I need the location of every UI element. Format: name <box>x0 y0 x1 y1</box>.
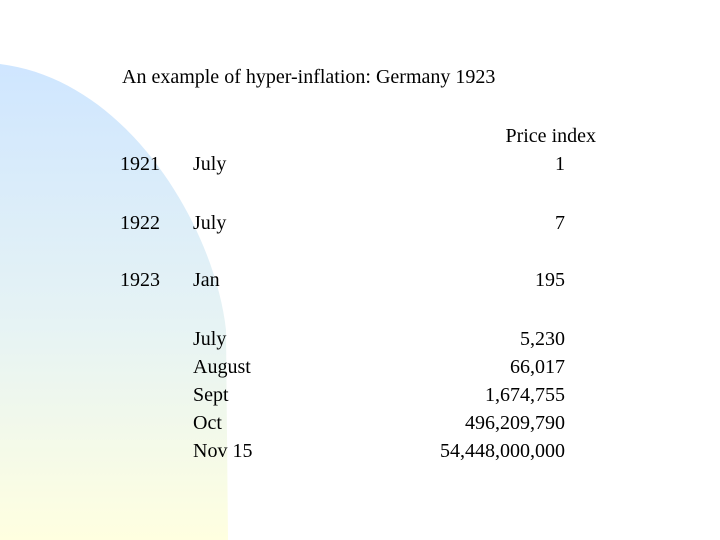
year-1923: 1923 <box>120 269 160 291</box>
price-index-header-label: Price index <box>505 125 596 147</box>
value-1923-august: 66,017 <box>510 356 565 378</box>
month-1922-july: July <box>193 212 227 234</box>
value-list-1923: 5,230 66,017 1,674,755 496,209,790 54,44… <box>440 325 565 465</box>
month-1923-jan: Jan <box>193 269 220 291</box>
value-1923-oct: 496,209,790 <box>465 412 565 434</box>
year-1921: 1921 <box>120 153 160 175</box>
value-1923-nov15: 54,448,000,000 <box>440 440 565 462</box>
value-1921-july: 1 <box>555 153 565 175</box>
slide-title: An example of hyper-inflation: Germany 1… <box>122 66 496 88</box>
price-index-header: Price index <box>505 122 596 150</box>
month-1921-july: July <box>193 153 227 175</box>
month-list-1923: July August Sept Oct Nov 15 <box>193 325 252 465</box>
year-1922: 1922 <box>120 212 160 234</box>
value-1923-jan: 195 <box>535 269 565 291</box>
value-1923-sept: 1,674,755 <box>485 384 565 406</box>
month-1923-oct: Oct <box>193 412 222 434</box>
value-1922-july: 7 <box>555 212 565 234</box>
month-1923-nov15: Nov 15 <box>193 440 253 462</box>
month-1923-august: August <box>193 356 251 378</box>
value-1923-july: 5,230 <box>520 328 565 350</box>
month-1923-sept: Sept <box>193 384 229 406</box>
month-1923-july: July <box>193 328 227 350</box>
